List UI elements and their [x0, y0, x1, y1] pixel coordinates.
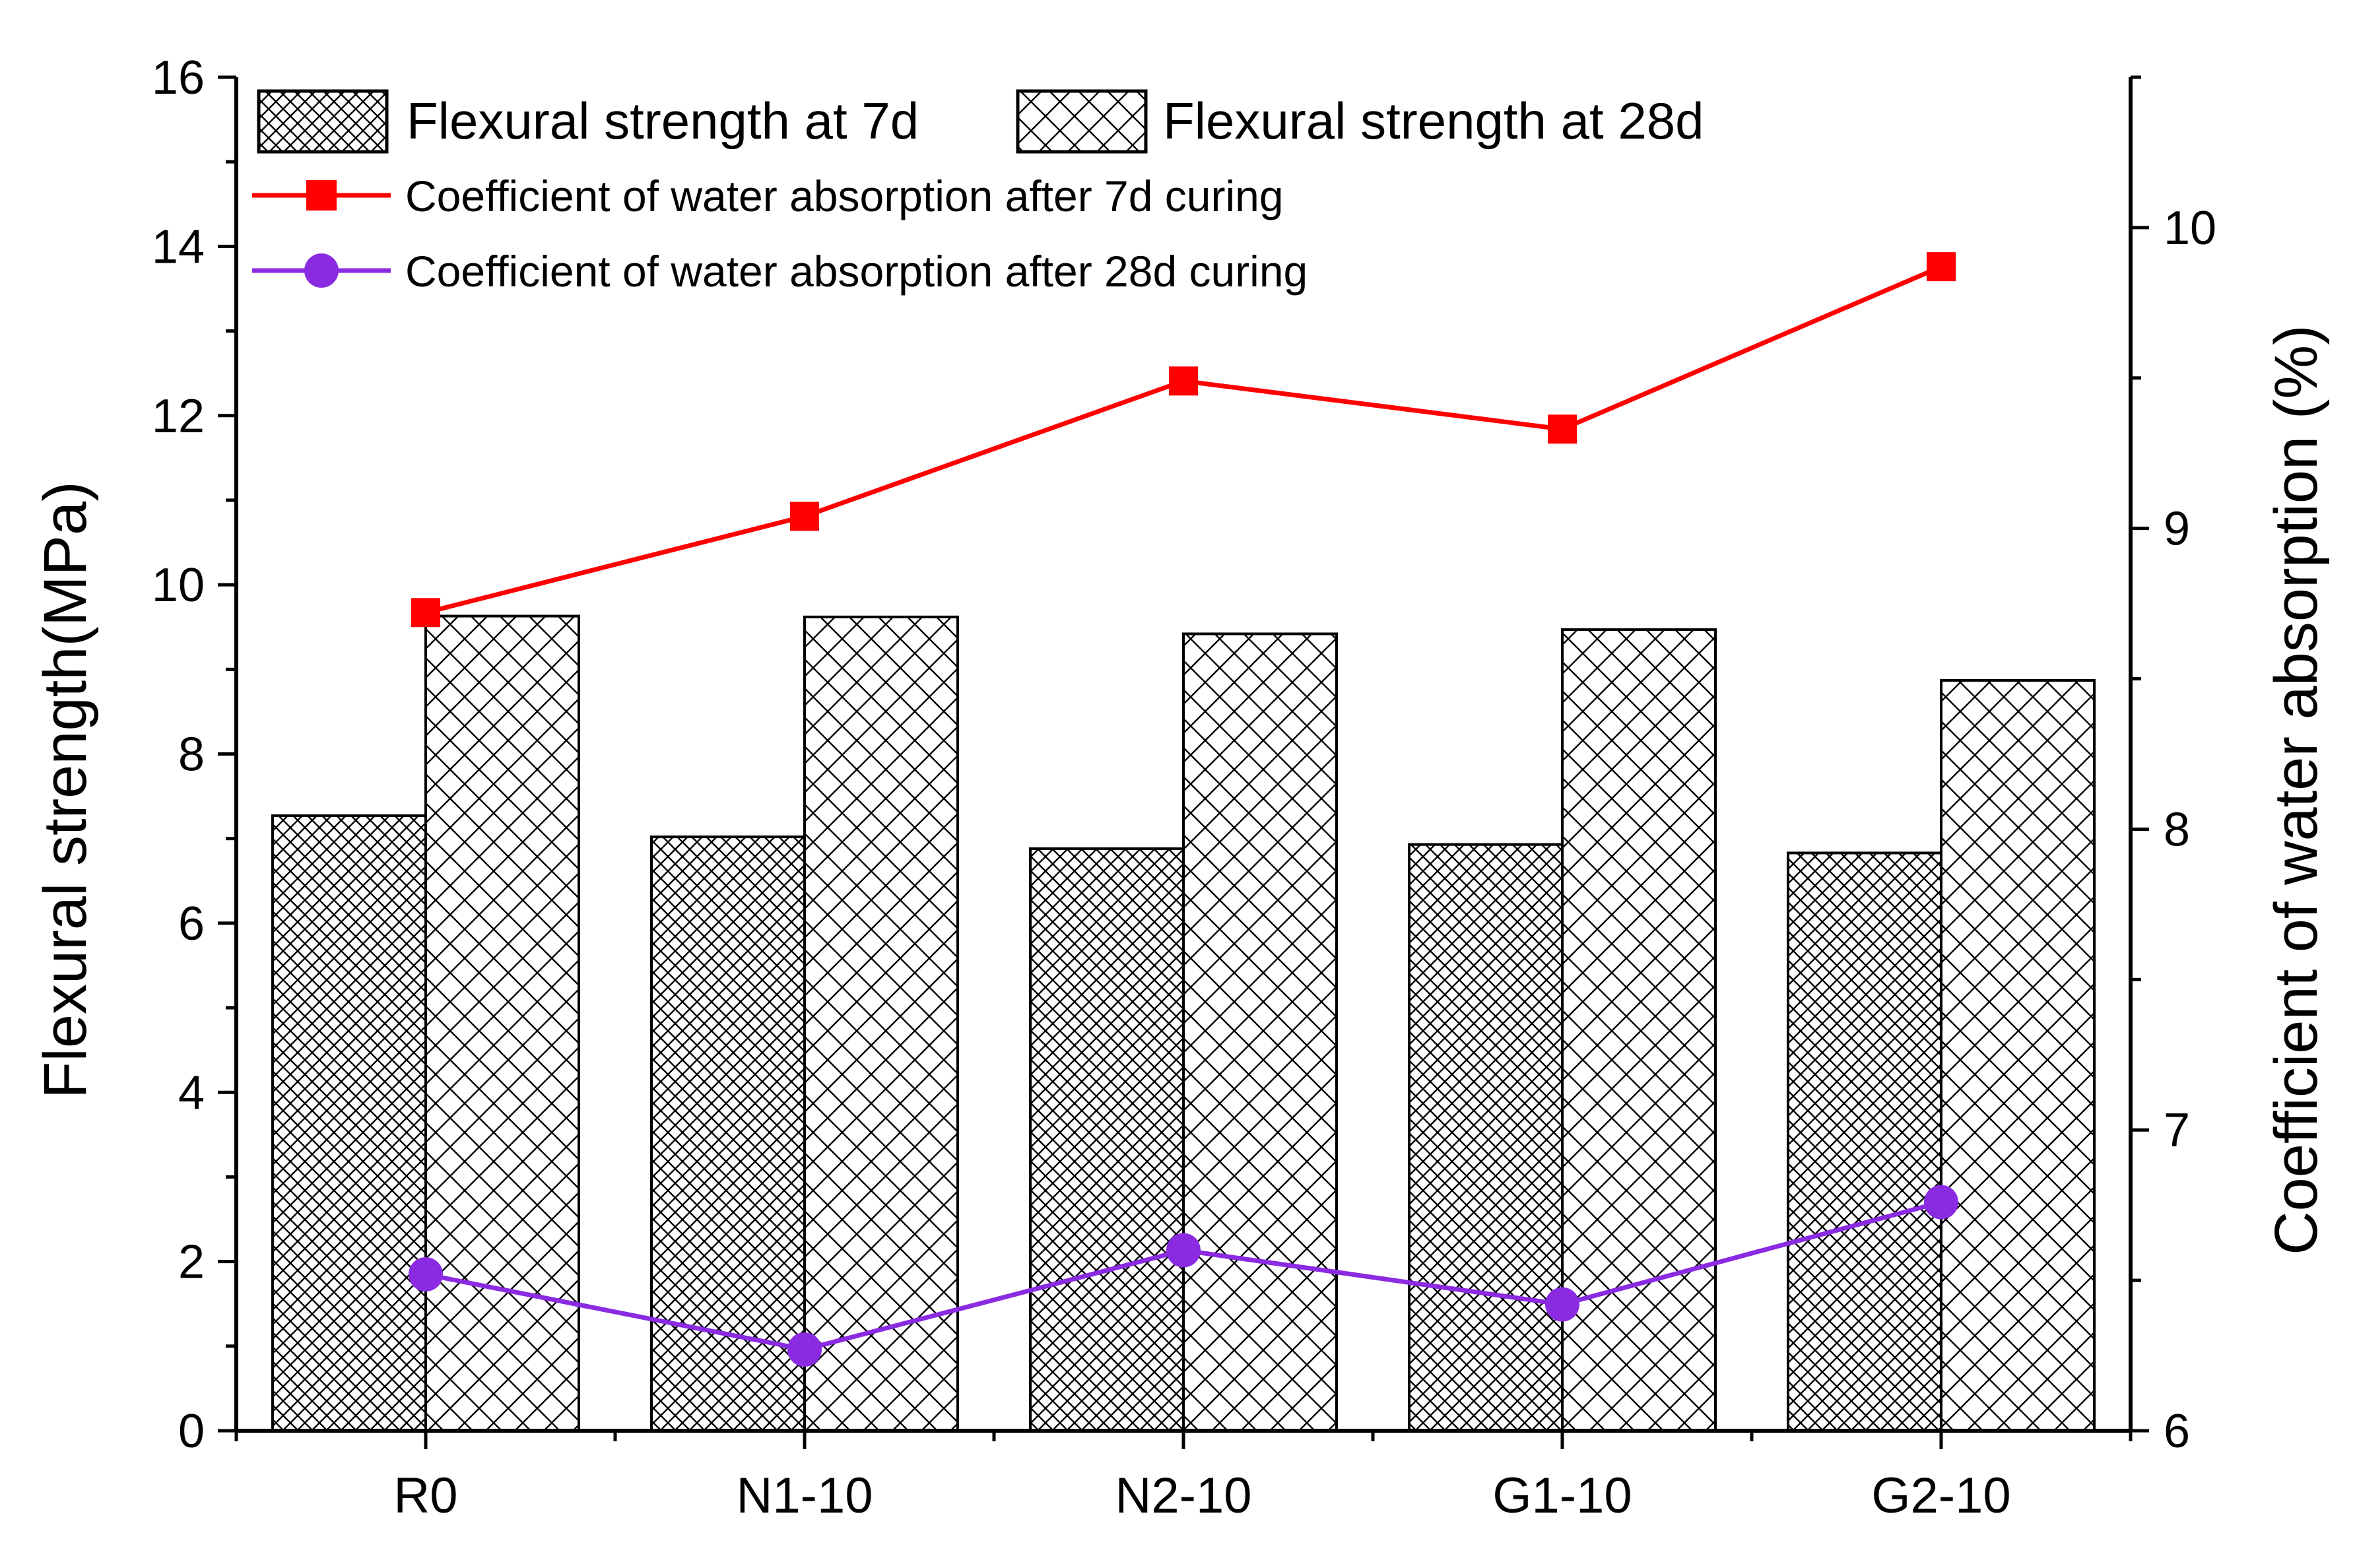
y-tick-label: 4 — [178, 1066, 205, 1119]
absorption-point-7d-g1-10 — [1548, 414, 1577, 444]
y-tick-label: 2 — [178, 1236, 205, 1289]
legend-swatch-28d-bar — [1016, 89, 1148, 154]
bar-28d-g2-10 — [1940, 678, 2096, 1432]
y2-axis-title: Coefficient of water absorption (%) — [2263, 325, 2330, 1255]
bar-7d-n1-10 — [650, 835, 806, 1432]
bars-layer — [271, 614, 2096, 1433]
bar-28d-n2-10 — [1182, 632, 1338, 1432]
y-tick-label: 10 — [152, 559, 205, 612]
y-tick-label: 0 — [178, 1405, 205, 1458]
y-tick-label: 14 — [152, 220, 205, 273]
x-tick-label: R0 — [393, 1468, 457, 1524]
legend: Flexural strength at 7d Flexural strengt… — [252, 89, 1704, 296]
lines-layer — [409, 252, 1958, 1367]
y2-tick-label: 8 — [2164, 803, 2190, 856]
y-tick-label: 8 — [178, 729, 205, 781]
x-tick-label: N2-10 — [1115, 1468, 1252, 1524]
legend-label-28d-absorption: Coefficient of water absorption after 28… — [405, 247, 1308, 296]
y-tick-label: 12 — [152, 390, 205, 443]
absorption-point-7d-r0 — [411, 598, 440, 628]
legend-marker-square — [306, 180, 337, 211]
y2-tick-label: 6 — [2164, 1405, 2190, 1458]
legend-marker-circle — [304, 253, 339, 288]
absorption-point-28d-r0 — [409, 1257, 443, 1291]
bar-28d-g1-10 — [1561, 628, 1717, 1433]
absorption-line-7d — [425, 264, 1942, 615]
bar-7d-r0 — [271, 814, 427, 1432]
x-tick-label: N1-10 — [737, 1468, 873, 1524]
bar-28d-r0 — [424, 614, 580, 1433]
y2-tick-label: 10 — [2164, 202, 2216, 255]
y-axis-title: Flexural strength(MPa) — [32, 481, 99, 1099]
bar-7d-g2-10 — [1787, 851, 1942, 1432]
legend-label-7d-absorption: Coefficient of water absorption after 7d… — [405, 172, 1284, 220]
y-tick-label: 6 — [178, 898, 205, 950]
bar-7d-g1-10 — [1408, 843, 1564, 1432]
x-tick-label: G1-10 — [1492, 1468, 1632, 1524]
bar-28d-n1-10 — [803, 615, 959, 1432]
absorption-point-28d-g1-10 — [1545, 1287, 1579, 1322]
y2-tick-label: 9 — [2164, 503, 2190, 556]
legend-swatch-7d-bar — [257, 89, 389, 154]
absorption-point-28d-g2-10 — [1924, 1185, 1958, 1220]
absorption-point-28d-n1-10 — [787, 1332, 822, 1367]
absorption-point-7d-g2-10 — [1927, 252, 1956, 282]
absorption-point-7d-n2-10 — [1169, 366, 1198, 396]
legend-label-7d-bar: Flexural strength at 7d — [407, 92, 919, 150]
y2-tick-label: 7 — [2164, 1104, 2190, 1157]
absorption-point-7d-n1-10 — [790, 502, 819, 531]
legend-label-28d-bar: Flexural strength at 28d — [1163, 92, 1704, 150]
axes-layer: 0 2 4 6 8 10 12 14 16 6 7 8 9 10 R0 N1-10 N2-10 G1-10 G2-1… — [152, 51, 2216, 1524]
y-tick-label: 16 — [152, 51, 205, 104]
x-tick-label: G2-10 — [1871, 1468, 2010, 1524]
bar-7d-n2-10 — [1029, 847, 1185, 1432]
absorption-point-28d-n2-10 — [1166, 1233, 1201, 1268]
